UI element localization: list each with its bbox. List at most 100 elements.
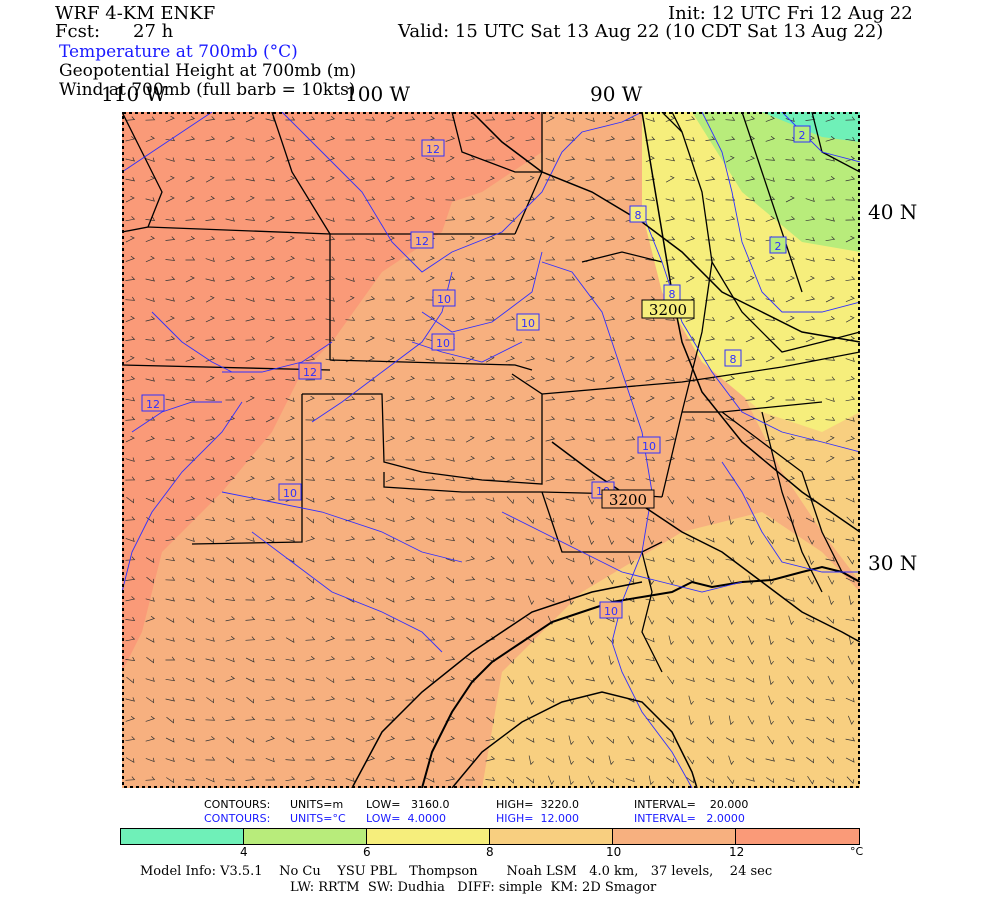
lon-label-110w: 110 W [101, 82, 167, 106]
wind-barb [625, 356, 636, 361]
wind-barb [285, 255, 295, 263]
wind-barb [725, 375, 735, 382]
wind-barb [706, 756, 715, 764]
wind-barb [285, 716, 296, 721]
wind-barb [125, 116, 136, 121]
wind-barb [465, 156, 476, 162]
wind-barb [605, 697, 615, 703]
wind-barb [325, 635, 336, 642]
wind-barb [185, 557, 195, 563]
wind-barb [645, 477, 655, 482]
wind-barb [425, 696, 436, 702]
wind-barb [245, 616, 256, 621]
wind-barb [265, 276, 276, 282]
wind-barb [525, 175, 535, 183]
wind-barb [525, 115, 535, 122]
wind-barb [485, 617, 495, 623]
wind-barb [245, 137, 255, 142]
wind-barb [565, 315, 575, 323]
wind-barb [545, 256, 556, 261]
wind-barb [826, 616, 835, 624]
wind-barb [305, 257, 315, 262]
wind-barb [526, 637, 535, 644]
t-label-2: 10 [432, 289, 456, 307]
wind-barb [365, 716, 376, 722]
wind-barb [705, 677, 715, 683]
wind-barb [645, 395, 655, 403]
wind-barb [608, 655, 614, 666]
wind-barb [585, 336, 596, 342]
wind-barb [145, 476, 156, 482]
wind-barb [365, 296, 376, 302]
wind-barb [845, 376, 856, 382]
wind-barb [725, 435, 735, 443]
wind-barb [845, 737, 856, 742]
wind-barb [425, 476, 436, 481]
wind-barb [725, 457, 735, 462]
wind-barb [685, 217, 695, 222]
coastline [421, 565, 860, 788]
wind-barb [825, 397, 835, 402]
wind-barb [365, 136, 376, 142]
wind-barb [485, 416, 496, 422]
wind-barb [445, 557, 455, 563]
wind-barb [385, 216, 396, 221]
wind-barb [325, 297, 335, 302]
wind-barb [485, 736, 496, 742]
wind-barb [125, 216, 136, 222]
wind-barb [325, 116, 336, 122]
wind-barb [605, 236, 616, 242]
wind-barb [285, 756, 296, 761]
svg-text:12: 12 [415, 235, 429, 248]
svg-text:8: 8 [730, 353, 737, 366]
wind-barb [405, 435, 415, 443]
wind-barb [425, 275, 435, 283]
wind-barb [645, 637, 655, 643]
temperature-contour-labels: 12 12 10 10 10 12 12 10 8 8 8 10 10 10 2… [141, 125, 811, 619]
wind-barb [825, 476, 836, 482]
wind-barb [525, 295, 535, 303]
wind-barb [725, 657, 735, 663]
wind-barb [465, 336, 476, 342]
wind-barb [405, 356, 416, 362]
wind-barb [165, 195, 175, 203]
wind-barb [465, 316, 476, 322]
wind-barb [665, 175, 675, 183]
wind-barb [545, 436, 556, 442]
wind-barb [225, 316, 236, 322]
wind-barb [645, 236, 656, 241]
contour-low-temp: LOW= 4.0000 [366, 812, 446, 825]
wind-barb [305, 196, 316, 202]
wind-barb [145, 377, 155, 382]
wind-barb [185, 476, 196, 481]
wind-barb [568, 595, 574, 606]
wind-barb [785, 777, 795, 783]
wind-barb [567, 575, 575, 585]
wind-barb [605, 276, 616, 281]
wind-barb [345, 516, 356, 522]
wind-barb [185, 496, 196, 502]
wind-barb [265, 617, 276, 622]
wind-barb [505, 617, 515, 623]
wind-barb [605, 196, 616, 201]
wind-barb [125, 376, 136, 382]
wind-barb [325, 376, 336, 382]
wind-barb [845, 757, 855, 763]
wind-barb [145, 316, 156, 322]
wind-barb [805, 617, 815, 623]
wind-barb [325, 597, 335, 602]
field-height: Geopotential Height at 700mb (m) [59, 61, 357, 81]
wind-barb [265, 415, 275, 423]
wind-barb [746, 757, 755, 764]
wind-barb [365, 156, 376, 161]
wind-barb [225, 156, 236, 161]
wind-barb [585, 717, 595, 723]
wind-barb [745, 737, 755, 742]
wind-barb [768, 675, 774, 686]
wind-barb [285, 175, 295, 183]
wind-barb [205, 277, 215, 282]
wind-barb [525, 537, 535, 542]
weather-map[interactable]: 12 12 10 10 10 12 12 10 8 8 8 10 10 10 2… [122, 112, 860, 788]
wind-barb [805, 397, 815, 402]
wind-barb [245, 177, 256, 182]
